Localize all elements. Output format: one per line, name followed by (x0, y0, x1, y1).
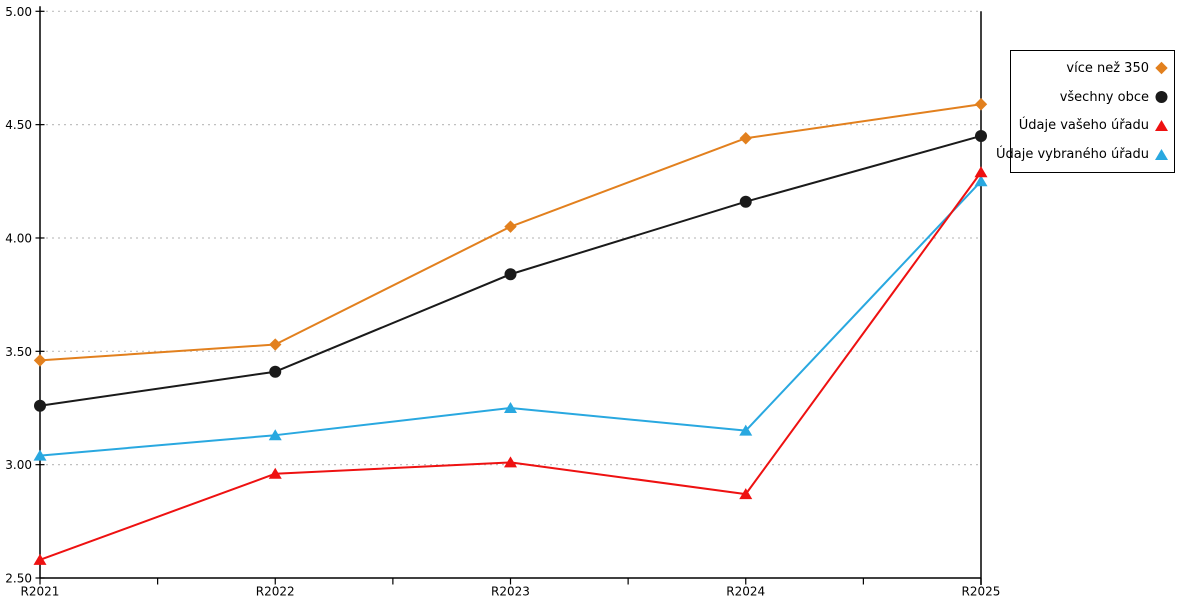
legend-item: více než 350 (1015, 55, 1169, 81)
circle-marker-icon (739, 195, 752, 208)
x-axis-label: R2023 (491, 585, 530, 599)
legend-label: více než 350 (1066, 60, 1149, 76)
diamond-marker-icon (1155, 62, 1168, 75)
triangle-marker-icon (33, 553, 47, 565)
diamond-marker-shape (1155, 62, 1168, 75)
triangle-marker-icon (268, 467, 282, 479)
legend-item: všechny obce (1015, 84, 1169, 110)
triangle-marker-icon (33, 449, 47, 461)
circle-marker-icon (1155, 91, 1168, 104)
circle-marker-icon (975, 129, 987, 142)
diamond-marker-icon (739, 132, 752, 145)
triangle-marker-icon (974, 175, 988, 187)
y-axis-label: 5.00 (5, 5, 32, 19)
legend-label: Údaje vašeho úřadu (1018, 118, 1149, 134)
x-axis-label: R2024 (726, 585, 765, 599)
triangle-marker-icon (1155, 148, 1168, 160)
x-axis-label: R2025 (962, 585, 1001, 599)
legend-item: Údaje vybraného úřadu (996, 142, 1169, 168)
x-axis-label: R2022 (256, 585, 295, 599)
y-axis-label: 2.50 (5, 572, 32, 586)
triangle-marker-icon (974, 166, 988, 178)
legend: více než 350 všechny obce Údaje vašeho úřa… (996, 50, 1175, 173)
diamond-marker-icon (33, 354, 47, 367)
y-axis-label: 4.50 (5, 118, 32, 132)
triangle-marker-icon (739, 424, 753, 436)
y-axis-label: 4.00 (5, 231, 32, 245)
diamond-marker-icon (504, 220, 517, 233)
triangle-marker-icon (739, 488, 753, 500)
legend-label: všechny obce (1059, 89, 1149, 105)
circle-marker-shape (1155, 91, 1168, 104)
circle-marker-icon (34, 399, 46, 412)
legend-label: Údaje vybraného úřadu (995, 147, 1149, 163)
circle-marker-icon (504, 268, 517, 281)
circle-marker-icon (269, 365, 282, 378)
triangle-marker-icon (1155, 119, 1168, 131)
y-axis-label: 3.50 (5, 345, 32, 359)
triangle-marker-shape (1155, 148, 1168, 160)
y-axis-label: 3.00 (5, 458, 32, 472)
legend-item: Údaje vašeho úřadu (1015, 113, 1169, 139)
diamond-marker-icon (269, 338, 282, 351)
diamond-marker-icon (974, 98, 988, 111)
triangle-marker-icon (504, 456, 517, 468)
x-axis-label: R2021 (21, 585, 60, 599)
triangle-marker-icon (504, 401, 517, 413)
triangle-marker-icon (268, 429, 282, 441)
triangle-marker-shape (1155, 119, 1168, 131)
